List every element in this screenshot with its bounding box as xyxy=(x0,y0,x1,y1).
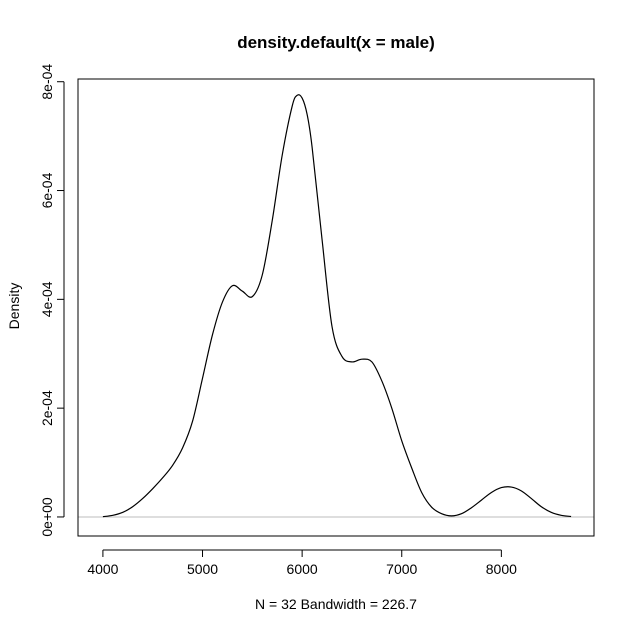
x-tick-label: 8000 xyxy=(486,561,517,577)
y-tick-label: 2e-04 xyxy=(39,390,55,426)
x-tick-label: 7000 xyxy=(386,561,417,577)
x-axis: 4000 5000 6000 7000 8000 xyxy=(87,549,517,577)
chart-title: density.default(x = male) xyxy=(237,33,435,52)
y-tick-label: 6e-04 xyxy=(39,172,55,208)
y-tick-label: 0e+00 xyxy=(39,497,55,537)
y-axis: 0e+00 2e-04 4e-04 6e-04 8e-04 xyxy=(39,64,65,537)
y-tick-label: 8e-04 xyxy=(39,64,55,100)
y-axis-label: Density xyxy=(6,283,22,330)
plot-area xyxy=(77,78,595,537)
x-tick-label: 5000 xyxy=(187,561,218,577)
y-tick-label: 4e-04 xyxy=(39,281,55,317)
density-curve xyxy=(102,94,572,518)
x-tick-label: 6000 xyxy=(287,561,318,577)
x-tick-label: 4000 xyxy=(87,561,118,577)
plot-frame xyxy=(77,78,595,537)
x-axis-label: N = 32 Bandwidth = 226.7 xyxy=(255,596,417,612)
